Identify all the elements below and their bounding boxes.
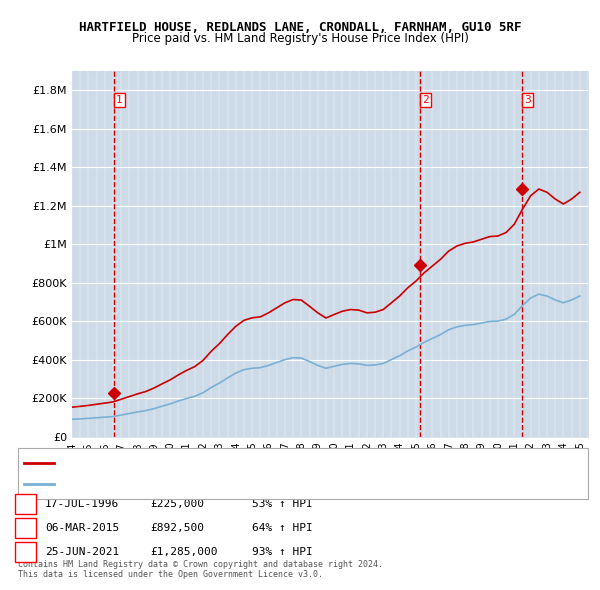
Text: HARTFIELD HOUSE, REDLANDS LANE, CRONDALL, FARNHAM, GU10 5RF (detached house: HARTFIELD HOUSE, REDLANDS LANE, CRONDALL… (60, 458, 463, 468)
Text: 25-JUN-2021: 25-JUN-2021 (45, 547, 119, 556)
Text: 93% ↑ HPI: 93% ↑ HPI (252, 547, 313, 556)
Text: £1,285,000: £1,285,000 (150, 547, 218, 556)
Text: 3: 3 (524, 95, 531, 105)
Text: 3: 3 (22, 547, 29, 556)
Text: HARTFIELD HOUSE, REDLANDS LANE, CRONDALL, FARNHAM, GU10 5RF: HARTFIELD HOUSE, REDLANDS LANE, CRONDALL… (79, 21, 521, 34)
Text: 06-MAR-2015: 06-MAR-2015 (45, 523, 119, 533)
Text: Price paid vs. HM Land Registry's House Price Index (HPI): Price paid vs. HM Land Registry's House … (131, 32, 469, 45)
Text: 2: 2 (22, 523, 29, 533)
Text: 17-JUL-1996: 17-JUL-1996 (45, 500, 119, 509)
Text: 53% ↑ HPI: 53% ↑ HPI (252, 500, 313, 509)
Text: 64% ↑ HPI: 64% ↑ HPI (252, 523, 313, 533)
Text: £225,000: £225,000 (150, 500, 204, 509)
Text: 1: 1 (22, 500, 29, 509)
Text: 2: 2 (422, 95, 428, 105)
Text: £892,500: £892,500 (150, 523, 204, 533)
Text: HPI: Average price, detached house, Hart: HPI: Average price, detached house, Hart (60, 479, 275, 489)
Text: 1: 1 (116, 95, 123, 105)
Text: Contains HM Land Registry data © Crown copyright and database right 2024.
This d: Contains HM Land Registry data © Crown c… (18, 560, 383, 579)
